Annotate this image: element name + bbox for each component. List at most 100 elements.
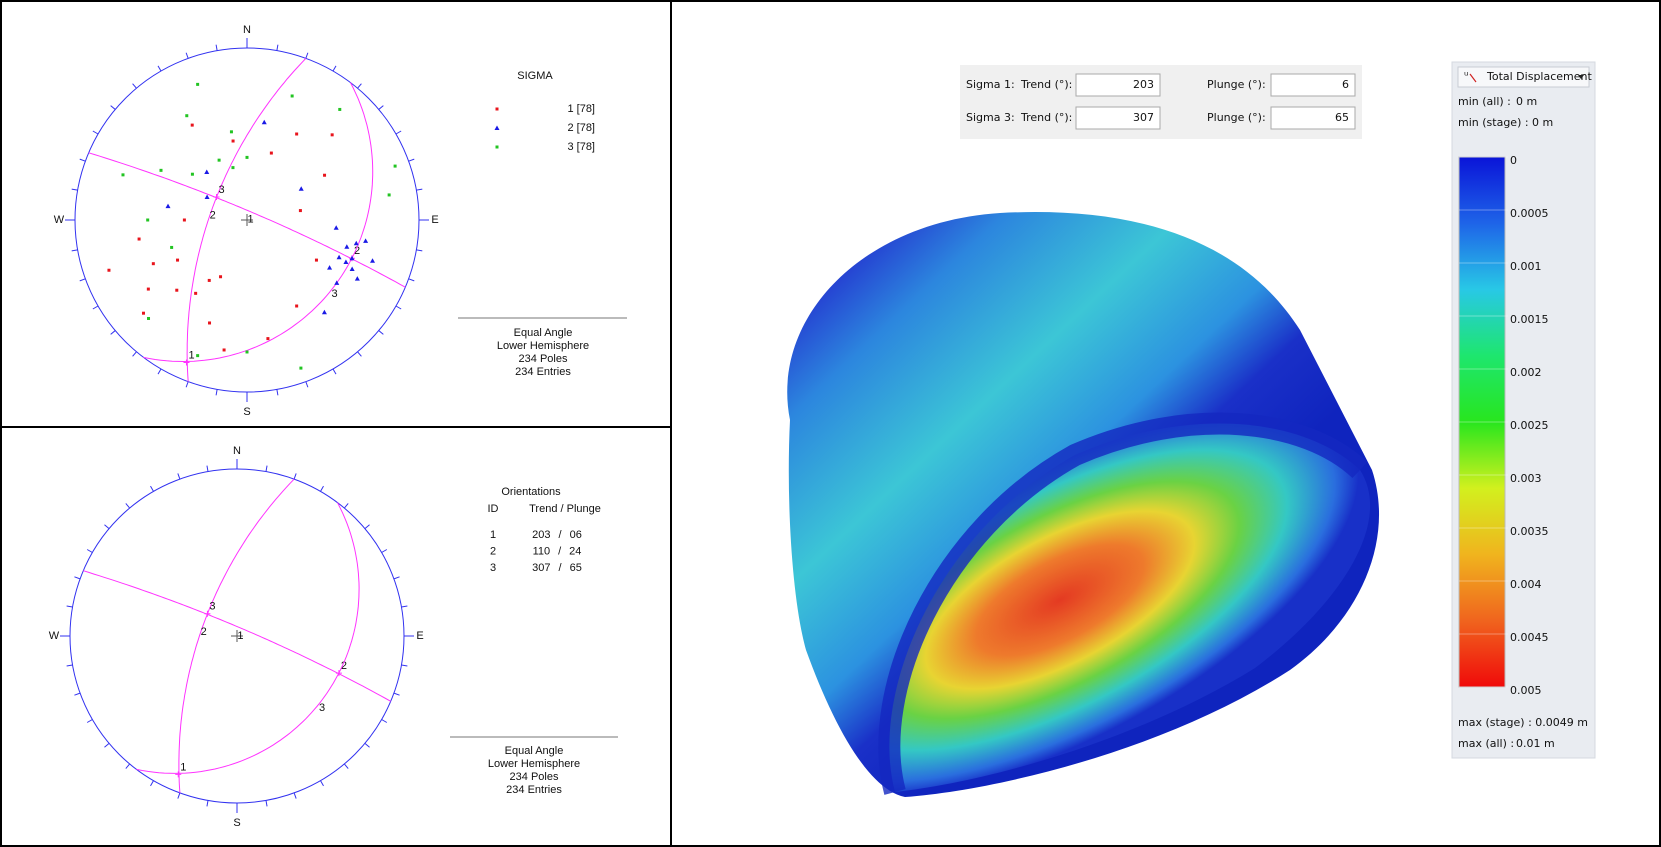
plane-label: 3 [332,288,338,300]
table-value: 307 / 65 [532,562,582,574]
table-cell: / [559,562,563,574]
table-value: 110 / 24 [533,545,582,557]
compass-label: W [54,214,65,226]
pole-point [196,82,200,86]
table-cell: 110 [533,545,551,557]
net-tick [177,792,181,799]
net-tick [86,549,93,553]
legend-text: max (all) : [1458,737,1514,750]
footer: Equal Angle [505,745,564,757]
net-tick [125,503,131,509]
net-tick [305,52,309,59]
input-label: Sigma 1: [966,78,1015,91]
pole-label: 1 [188,349,194,361]
table-cell: / [559,529,563,541]
colorbar-label: 0.0045 [1510,631,1549,644]
input-label: Plunge (°): [1207,111,1266,124]
sigma-input-panel: Sigma 1: Trend (°): 203 Plunge (°): 6 Sigma 3… [960,65,1362,139]
stereonet-sigma: SIGMA Equal Angle Lower Hemisphere 234 P… [54,24,627,418]
pole-point [245,155,249,159]
legend-marker [495,145,499,149]
plane-label: 3 [319,702,325,714]
net-tick [320,485,324,492]
legend-label: 2 [78] [567,122,595,134]
plane-label: 2 [201,626,207,638]
table-cell: 203 [532,529,550,541]
dropdown-label: Total Displacement [1486,70,1592,83]
text-input[interactable] [1075,73,1161,97]
pole-point [333,225,339,230]
colorbar-label: 0.003 [1510,472,1542,485]
net-tick [357,351,362,357]
pole-marker [175,771,182,778]
pole-point [231,166,235,170]
pole-point [219,275,223,279]
table-cell: 06 [570,529,582,541]
colorbar-label: 0 [1510,154,1517,167]
center-cross [231,630,243,642]
net-tick [395,305,402,310]
pole-point [137,237,141,241]
net-tick [408,278,415,282]
pole-point [190,123,194,127]
net-tick [320,780,324,787]
table-cell: / [558,545,562,557]
legend-text: max (stage) : 0.0049 m [1458,716,1588,729]
table-id: 2 [490,545,496,557]
net-tick [276,389,279,396]
colorbar-label: 0.0005 [1510,207,1549,220]
text-input[interactable] [1075,106,1161,130]
pole-marker [213,194,220,201]
net-tick [132,83,137,89]
pole-point [204,169,210,175]
compass-label: N [233,445,241,457]
table-header: ID [488,503,499,515]
plane-label: 1 [248,214,254,226]
pole-point [159,168,163,172]
net-tick [92,305,99,310]
model-view [787,212,1380,797]
pole-point [196,354,200,358]
input-label: Trend (°): [1020,111,1072,124]
pole-point [208,321,212,325]
compass-label: E [416,630,423,642]
input-value: 307 [1133,111,1154,124]
net-tick [110,330,116,335]
legend-title: SIGMA [517,70,553,82]
center-cross [241,214,253,226]
pole-marker [204,610,211,617]
footer: Lower Hemisphere [488,758,580,770]
compass-label: W [49,630,60,642]
net-tick [206,800,209,807]
pole-point [269,151,273,155]
table-cell: 24 [569,545,581,557]
pole-point [295,132,299,136]
stereonet-orientations: Orientations ID Trend / Plunge Equal Ang… [49,445,618,829]
legend-text: 0 m [1516,95,1537,108]
input-value: 65 [1335,111,1349,124]
dropdown[interactable] [1457,66,1590,88]
net-tick [104,524,110,530]
pole-marker [183,359,190,366]
table-cell: 65 [570,562,582,574]
text-input[interactable] [1270,106,1356,130]
legend-text: 0.01 m [1516,737,1555,750]
net-tick [215,44,218,51]
great-circle [143,82,374,363]
pole-point [298,186,304,191]
net-tick [157,368,162,375]
net-tick [293,792,297,799]
pole-point [354,276,360,281]
net-tick [66,605,73,608]
net-tick [378,330,384,335]
pole-point [151,262,155,266]
net-tick [357,83,362,89]
pole-point [170,245,174,249]
net-tick [79,158,86,162]
pole-point [370,258,376,263]
text-input[interactable] [1270,73,1356,97]
net-tick [206,465,209,472]
pole-point [336,254,342,260]
pole-point [146,218,150,222]
